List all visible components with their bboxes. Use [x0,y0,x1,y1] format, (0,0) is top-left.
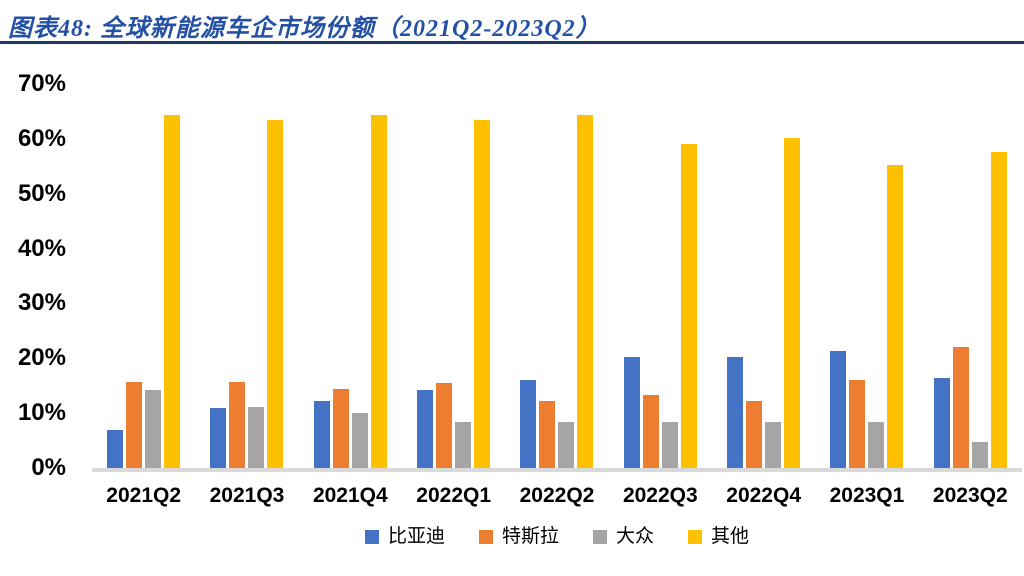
bar [746,401,763,468]
bar-group-2021q4 [299,84,402,468]
bar [577,114,594,468]
legend-item: 其他 [688,527,749,546]
x-category-label: 2021Q2 [106,484,182,507]
bar-group-2023q1 [815,84,918,468]
bar [539,401,556,468]
legend-label: 特斯拉 [501,526,559,547]
y-tick-label: 60% [17,124,66,152]
x-category-label: 2022Q3 [622,484,698,507]
bar [436,382,453,468]
x-category-label: 2023Q1 [829,484,905,507]
bar [558,422,575,468]
bar [229,382,246,468]
legend-swatch-icon [364,529,379,544]
y-tick-label: 70% [17,70,66,97]
bar [164,114,181,468]
bar [933,378,950,468]
bar [145,389,162,468]
bar-group-2022q1 [402,84,505,468]
legend-item: 比亚迪 [364,526,445,547]
legend-swatch-icon [593,529,607,544]
y-tick-label: 20% [17,344,66,372]
bar [455,422,472,468]
bar-group-2022q4 [712,84,815,468]
x-category-label: 2021Q3 [209,484,285,507]
bar [332,389,349,468]
bar [351,412,368,468]
bar [267,120,284,468]
bar [727,356,744,468]
bar-group-2022q3 [609,84,712,468]
bar [107,429,124,468]
x-category-label: 2022Q4 [726,484,801,507]
bar [210,407,227,468]
plot-area [92,84,1022,472]
bar [417,389,434,468]
y-tick-label: 10% [17,399,66,427]
bar [971,442,988,468]
title-underline [0,41,1024,44]
y-tick-label: 0% [31,454,66,481]
legend-swatch-icon [478,529,493,544]
bar [126,382,143,468]
y-tick-label: 30% [17,289,66,317]
legend-item: 大众 [593,527,654,546]
y-axis: 0% 10% 20% 30% 40% 50% 60% 70% [0,71,66,481]
x-axis: 2021Q2 2021Q3 2021Q4 2022Q1 2022Q2 2022Q3 2022… [92,484,1022,508]
bar-group-2021q3 [195,84,298,468]
legend-label: 其他 [711,526,750,547]
bar [642,395,659,468]
bar-group-2023q2 [919,84,1022,468]
bar [661,422,678,468]
legend-label: 比亚迪 [387,526,445,547]
bar-group-2022q2 [505,84,608,468]
legend-swatch-icon [688,529,703,544]
legend-label: 大众 [616,526,655,547]
bar [248,406,265,468]
bar [623,356,640,468]
x-category-label: 2021Q4 [312,484,388,507]
x-category-label: 2022Q1 [416,484,492,507]
bar [370,114,387,468]
bar [887,165,904,468]
y-tick-label: 50% [17,179,66,207]
x-category-label: 2022Q2 [519,484,595,507]
y-tick-label: 40% [17,234,66,262]
x-category-label: 2023Q2 [932,484,1008,507]
bar [474,120,491,468]
bar [830,351,847,468]
bar-group-2021q2 [92,84,195,468]
bar [990,152,1007,468]
legend: 比亚迪 特斯拉 大众 其他 [92,527,1022,546]
legend-item: 特斯拉 [478,526,559,547]
bar [952,346,969,468]
bar [520,380,537,468]
bar [868,422,885,468]
bar [765,422,782,468]
bar [849,380,866,468]
bar [313,401,330,468]
bar [784,137,801,468]
figure-title: 图表48: 全球新能源车企市场份额（2021Q2-2023Q2） [8,16,601,42]
bar [680,143,697,468]
